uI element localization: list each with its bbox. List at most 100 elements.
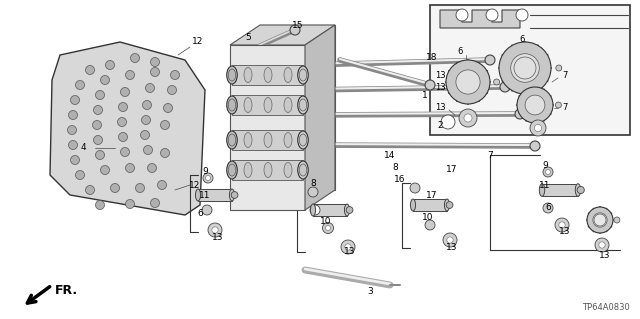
Text: 17: 17 — [426, 190, 438, 199]
Circle shape — [341, 240, 355, 254]
Circle shape — [212, 227, 218, 233]
Ellipse shape — [227, 96, 237, 114]
Circle shape — [464, 114, 472, 122]
Circle shape — [345, 244, 351, 250]
Text: 15: 15 — [292, 20, 304, 29]
Circle shape — [205, 175, 211, 181]
Circle shape — [76, 170, 84, 180]
Circle shape — [150, 198, 159, 207]
Circle shape — [543, 167, 553, 177]
Circle shape — [459, 109, 477, 127]
Text: 8: 8 — [310, 179, 316, 188]
Text: 9: 9 — [202, 167, 208, 176]
Ellipse shape — [540, 184, 545, 196]
Circle shape — [70, 155, 79, 165]
Ellipse shape — [195, 189, 200, 201]
Circle shape — [326, 226, 330, 231]
Text: 1: 1 — [422, 91, 428, 100]
Ellipse shape — [300, 134, 307, 146]
Circle shape — [516, 9, 528, 21]
Circle shape — [511, 54, 540, 82]
Ellipse shape — [298, 131, 308, 149]
Circle shape — [93, 121, 102, 130]
Text: 13: 13 — [435, 103, 445, 113]
Circle shape — [323, 222, 333, 234]
Text: 7: 7 — [563, 70, 568, 79]
Polygon shape — [260, 25, 335, 190]
Ellipse shape — [300, 164, 307, 176]
Text: 6: 6 — [197, 209, 203, 218]
Polygon shape — [305, 25, 335, 210]
Ellipse shape — [264, 132, 272, 147]
Circle shape — [170, 70, 179, 79]
Circle shape — [118, 132, 127, 142]
Text: 13: 13 — [435, 70, 445, 79]
Circle shape — [111, 183, 120, 192]
Text: 17: 17 — [446, 166, 458, 174]
Circle shape — [125, 199, 134, 209]
Text: 11: 11 — [540, 181, 551, 189]
Ellipse shape — [300, 99, 307, 111]
Circle shape — [143, 100, 152, 109]
Ellipse shape — [244, 68, 252, 83]
Circle shape — [493, 79, 500, 85]
Ellipse shape — [444, 199, 449, 211]
Text: 16: 16 — [394, 175, 406, 184]
Bar — [232, 160, 303, 180]
Circle shape — [125, 164, 134, 173]
Bar — [232, 130, 303, 150]
Bar — [413, 199, 447, 211]
Ellipse shape — [228, 134, 236, 146]
Ellipse shape — [227, 161, 237, 179]
Text: 13: 13 — [212, 234, 224, 242]
Circle shape — [456, 70, 480, 94]
Ellipse shape — [284, 68, 292, 83]
Polygon shape — [230, 45, 305, 210]
Circle shape — [310, 205, 320, 215]
Circle shape — [157, 181, 166, 189]
Text: 13: 13 — [559, 227, 571, 236]
Circle shape — [143, 145, 152, 154]
Polygon shape — [440, 10, 520, 28]
Text: 11: 11 — [199, 190, 211, 199]
Text: 18: 18 — [426, 54, 438, 63]
Text: 9: 9 — [542, 160, 548, 169]
Bar — [542, 184, 578, 196]
Ellipse shape — [300, 69, 307, 81]
Text: 13: 13 — [446, 243, 458, 253]
Bar — [198, 189, 232, 201]
Circle shape — [614, 217, 620, 223]
Circle shape — [530, 141, 540, 151]
Circle shape — [68, 140, 77, 150]
Text: 6: 6 — [458, 48, 463, 56]
Text: 6: 6 — [545, 204, 551, 212]
Circle shape — [441, 115, 455, 129]
Circle shape — [556, 102, 561, 108]
Ellipse shape — [228, 99, 236, 111]
Circle shape — [202, 205, 212, 215]
Text: 12: 12 — [192, 38, 204, 47]
Ellipse shape — [228, 69, 236, 81]
Circle shape — [163, 103, 173, 113]
Circle shape — [555, 218, 569, 232]
Ellipse shape — [244, 98, 252, 113]
Circle shape — [70, 95, 79, 105]
Circle shape — [120, 87, 129, 97]
Circle shape — [308, 187, 318, 197]
Circle shape — [95, 201, 104, 210]
Ellipse shape — [344, 204, 349, 216]
Text: FR.: FR. — [55, 284, 78, 296]
Circle shape — [545, 169, 550, 174]
Polygon shape — [50, 42, 205, 215]
Circle shape — [595, 238, 609, 252]
Circle shape — [593, 213, 607, 227]
Circle shape — [150, 57, 159, 66]
Text: TP64A0830: TP64A0830 — [582, 303, 630, 312]
Bar — [232, 95, 303, 115]
Ellipse shape — [244, 162, 252, 177]
Ellipse shape — [264, 162, 272, 177]
Circle shape — [559, 222, 565, 228]
Circle shape — [577, 186, 584, 194]
Circle shape — [447, 237, 453, 243]
Ellipse shape — [264, 68, 272, 83]
